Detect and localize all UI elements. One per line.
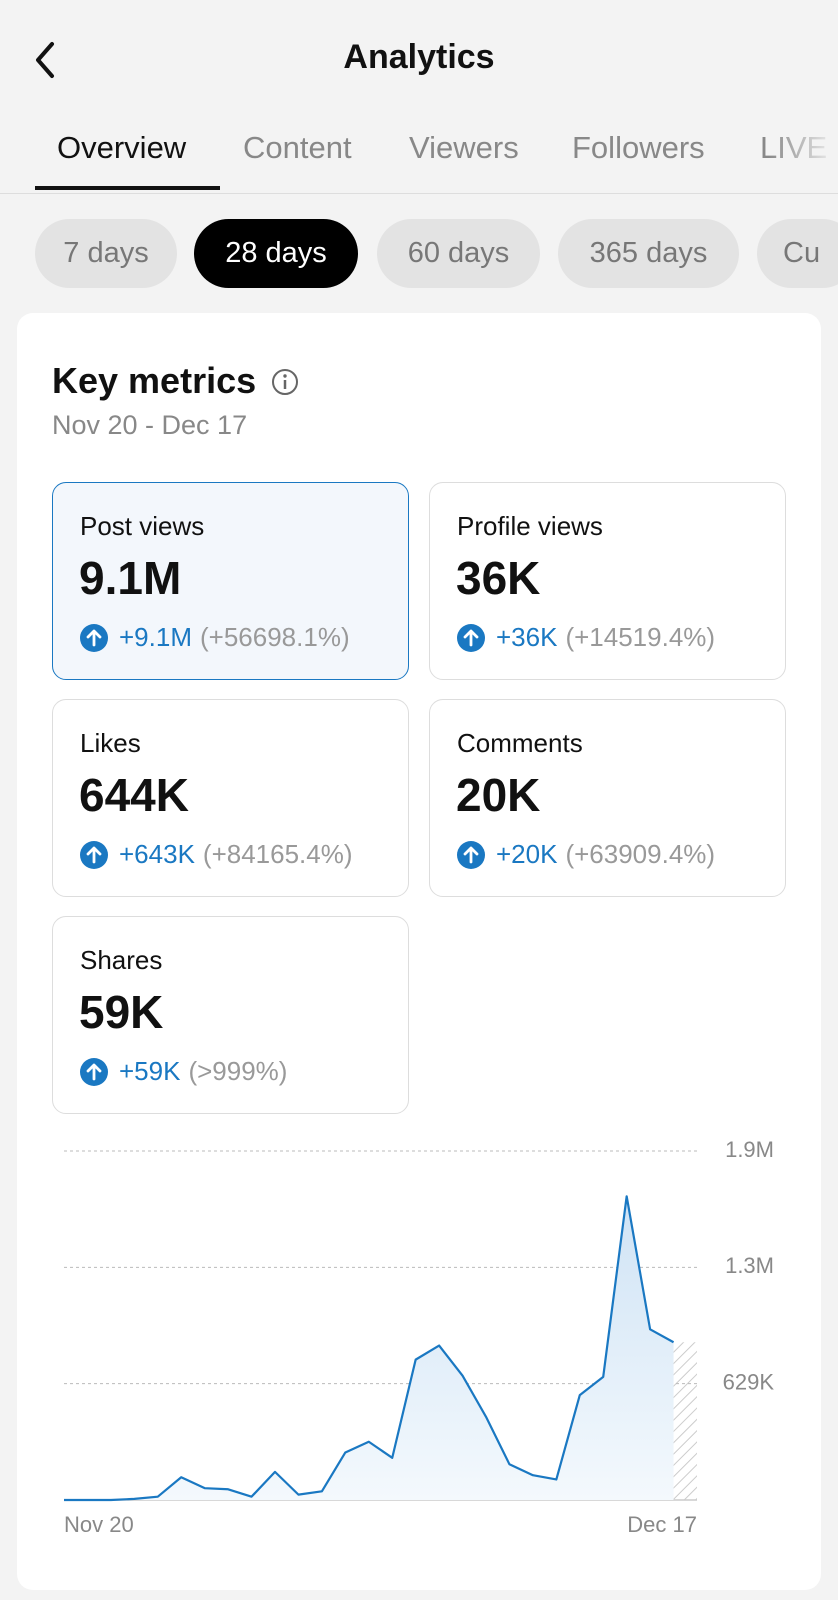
tab[interactable]: Viewers [409, 130, 519, 165]
range-chip[interactable]: 365 days [558, 219, 739, 288]
metric-change-row: +643K (+84165.4%) [80, 839, 353, 870]
metric-change-row: +36K (+14519.4%) [457, 622, 715, 653]
range-chip[interactable]: 7 days [35, 219, 177, 288]
metric-label: Comments [457, 728, 583, 758]
metric-label: Shares [80, 945, 163, 975]
tab[interactable]: Followers [572, 130, 705, 165]
up-icon [457, 623, 485, 652]
metric-value: 20K [456, 769, 541, 821]
metric-percent: (+84165.4%) [202, 839, 353, 869]
y-tick-label: 1.3M [725, 1253, 774, 1278]
tab[interactable]: Overview [57, 130, 187, 165]
y-tick-label: 1.9M [725, 1137, 774, 1162]
metric-value: 9.1M [79, 552, 182, 604]
metric-change: +643K [119, 839, 195, 869]
metric-tile[interactable]: Comments 20K +20K (+63909.4%) [429, 699, 786, 897]
metric-change: +36K [496, 622, 558, 652]
chart: 629K 1.3M 1.9M Nov 20 Dec 17 [64, 1137, 775, 1537]
info-icon[interactable] [270, 367, 300, 397]
tab[interactable]: Content [243, 130, 352, 165]
metric-change-row: +9.1M (+56698.1%) [80, 622, 350, 653]
divider [0, 193, 838, 194]
range-chip[interactable]: Cu [757, 219, 838, 288]
metric-value: 36K [456, 552, 541, 604]
card-title: Key metrics [52, 360, 257, 401]
metric-percent: (>999%) [188, 1056, 288, 1086]
metric-percent: (+63909.4%) [565, 839, 716, 869]
up-icon [80, 1057, 108, 1086]
metric-percent: (+56698.1%) [200, 622, 350, 652]
metric-change: +59K [119, 1056, 181, 1086]
metric-percent: (+14519.4%) [565, 622, 716, 652]
date-range: Nov 20 - Dec 17 [52, 410, 248, 440]
metric-label: Profile views [457, 511, 603, 541]
metric-tile[interactable]: Post views 9.1M +9.1M (+56698.1%) [52, 482, 409, 680]
y-tick-label: 629K [723, 1369, 775, 1394]
up-icon [80, 623, 108, 652]
up-icon [457, 840, 485, 869]
x-tick-label: Nov 20 [64, 1512, 134, 1537]
metric-value: 644K [79, 769, 189, 821]
metric-tile[interactable]: Shares 59K +59K (>999%) [52, 916, 409, 1114]
metric-label: Likes [80, 728, 141, 758]
metric-change-row: +59K (>999%) [80, 1056, 287, 1087]
page-title: Analytics [343, 38, 495, 76]
metric-change-row: +20K (+63909.4%) [457, 839, 715, 870]
line [64, 1195, 675, 1502]
metric-label: Post views [80, 511, 205, 541]
up-icon [80, 840, 108, 869]
range-chip[interactable]: 60 days [377, 219, 540, 288]
tab-indicator [35, 186, 220, 190]
metric-tile[interactable]: Likes 644K +643K (+84165.4%) [52, 699, 409, 897]
metric-tile[interactable]: Profile views 36K +36K (+14519.4%) [429, 482, 786, 680]
metric-change: +9.1M [119, 622, 192, 652]
back-button[interactable] [30, 40, 66, 80]
metric-value: 59K [79, 986, 164, 1038]
metric-change: +20K [496, 839, 558, 869]
incomplete-region [673, 1342, 697, 1500]
x-tick-label: Dec 17 [627, 1512, 697, 1537]
fade [768, 105, 838, 193]
area [64, 1196, 674, 1500]
range-chip[interactable]: 28 days [194, 219, 358, 288]
